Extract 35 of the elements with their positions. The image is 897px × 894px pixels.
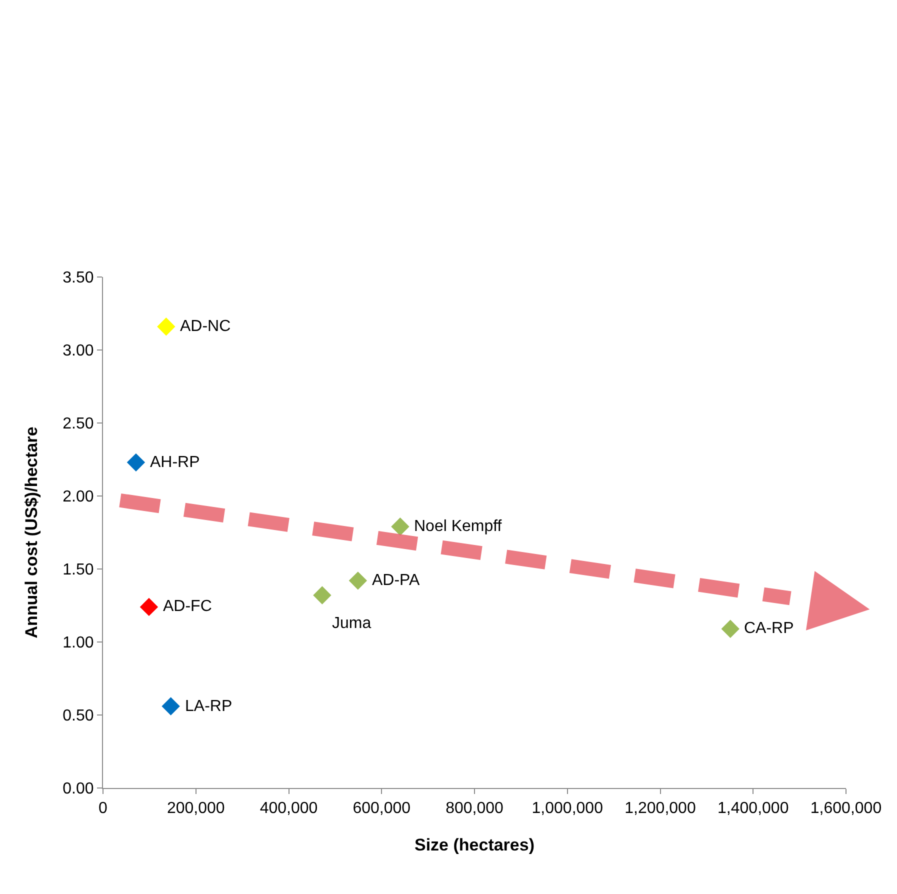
y-tick-label: 1.50 bbox=[62, 562, 94, 579]
annotation: Juma bbox=[332, 615, 372, 632]
y-tick-label: 0.50 bbox=[62, 708, 94, 725]
x-axis-title: Size (hectares) bbox=[414, 836, 534, 855]
y-tick-label: 0.00 bbox=[62, 780, 94, 798]
x-tick-label: 1,600,000 bbox=[810, 800, 882, 818]
point bbox=[162, 697, 180, 716]
point bbox=[348, 572, 368, 590]
y-tick-label: 1.00 bbox=[62, 634, 94, 652]
y-tick-label: 3.50 bbox=[62, 270, 94, 287]
annotation: LA-RP bbox=[185, 698, 232, 715]
x-tick-label: 800,000 bbox=[446, 800, 504, 818]
annotation: AD-FC bbox=[163, 598, 212, 615]
point bbox=[391, 518, 410, 536]
annotation: AH-RP bbox=[150, 454, 200, 471]
y-tick-label: 2.50 bbox=[62, 416, 94, 433]
annotation: AD-NC bbox=[180, 318, 231, 335]
x-tick-label: 400,000 bbox=[260, 800, 318, 818]
point bbox=[313, 586, 332, 604]
x-tick-label: 0 bbox=[98, 800, 108, 818]
y-tick-label: 2.00 bbox=[62, 488, 94, 506]
x-tick-label: 1,000,000 bbox=[532, 800, 604, 818]
x-tick-label: 600,000 bbox=[352, 800, 411, 818]
point bbox=[721, 620, 740, 638]
x-tick-label: 1,200,000 bbox=[624, 800, 696, 818]
annotation: Noel Kempff bbox=[414, 518, 502, 535]
y-axis-title: Annual cost (US$)/hectare bbox=[22, 426, 42, 638]
point bbox=[126, 453, 146, 472]
point bbox=[140, 598, 158, 616]
y-tick-label: 3.00 bbox=[62, 342, 94, 360]
point bbox=[157, 318, 176, 336]
x-tick-label: 1,400,000 bbox=[718, 800, 789, 818]
annotation: CA-RP bbox=[744, 620, 794, 637]
x-tick-label: 200,000 bbox=[166, 800, 225, 818]
annotation: AD-PA bbox=[372, 572, 420, 589]
